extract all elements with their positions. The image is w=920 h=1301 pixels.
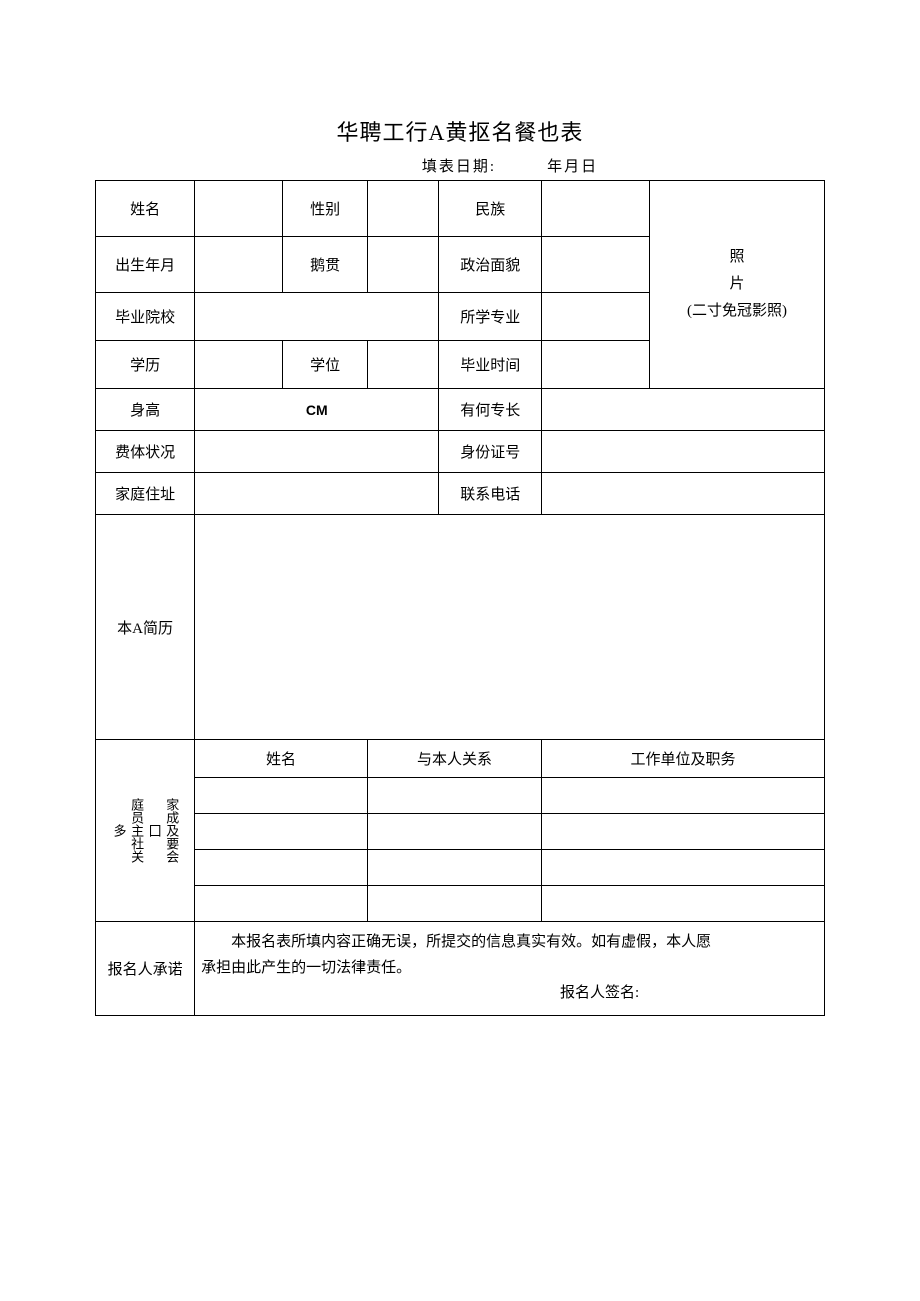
family-vert-1: 庭员主社关	[128, 798, 144, 863]
family-row-3-name[interactable]	[195, 850, 368, 886]
family-vert-icon: 囗	[146, 824, 162, 837]
label-specialty: 有何专长	[439, 389, 542, 431]
label-promise: 报名人承诺	[96, 922, 195, 1016]
label-ethnicity: 民族	[439, 181, 542, 237]
family-row-1-work[interactable]	[542, 778, 825, 814]
family-row-4-name[interactable]	[195, 886, 368, 922]
label-school: 毕业院校	[96, 293, 195, 341]
label-name: 姓名	[96, 181, 195, 237]
value-ethnicity[interactable]	[542, 181, 650, 237]
value-political[interactable]	[542, 237, 650, 293]
family-row-2-name[interactable]	[195, 814, 368, 850]
photo-label-2: 片	[730, 276, 745, 292]
form-title: 华聘工行A黄抠名餐也表	[95, 115, 825, 147]
value-resume[interactable]	[195, 515, 825, 740]
label-birth: 出生年月	[96, 237, 195, 293]
family-header-relation: 与本人关系	[367, 740, 541, 778]
family-row-2-relation[interactable]	[367, 814, 541, 850]
value-major[interactable]	[542, 293, 650, 341]
value-gradtime[interactable]	[542, 341, 650, 389]
value-idnumber[interactable]	[542, 431, 825, 473]
label-education: 学历	[96, 341, 195, 389]
label-idnumber: 身份证号	[439, 431, 542, 473]
family-header-name: 姓名	[195, 740, 368, 778]
family-row-4-work[interactable]	[542, 886, 825, 922]
value-height[interactable]: CM	[195, 389, 439, 431]
label-address: 家庭住址	[96, 473, 195, 515]
value-birth[interactable]	[195, 237, 283, 293]
value-gender[interactable]	[367, 181, 438, 237]
family-header-work: 工作单位及职务	[542, 740, 825, 778]
family-row-2-work[interactable]	[542, 814, 825, 850]
value-address[interactable]	[195, 473, 439, 515]
value-name[interactable]	[195, 181, 283, 237]
label-major: 所学专业	[439, 293, 542, 341]
family-row-1-name[interactable]	[195, 778, 368, 814]
fill-date-line: 填表日期: 年月日	[95, 155, 825, 176]
label-family: 多 庭员主社关 囗 家成及要会	[96, 740, 195, 922]
value-school[interactable]	[195, 293, 439, 341]
value-degree[interactable]	[367, 341, 438, 389]
label-degree: 学位	[283, 341, 368, 389]
label-jiguan: 鹅贯	[283, 237, 368, 293]
label-health: 费体状况	[96, 431, 195, 473]
promise-text-1: 本报名表所填内容正确无误，所提交的信息真实有效。如有虚假，本人愿	[231, 934, 711, 950]
value-specialty[interactable]	[542, 389, 825, 431]
photo-label-1: 照	[730, 249, 745, 265]
family-row-3-relation[interactable]	[367, 850, 541, 886]
value-education[interactable]	[195, 341, 283, 389]
value-jiguan[interactable]	[367, 237, 438, 293]
value-health[interactable]	[195, 431, 439, 473]
label-phone: 联系电话	[439, 473, 542, 515]
family-row-3-work[interactable]	[542, 850, 825, 886]
label-gradtime: 毕业时间	[439, 341, 542, 389]
label-political: 政治面貌	[439, 237, 542, 293]
family-row-1-relation[interactable]	[367, 778, 541, 814]
label-resume: 本A简历	[96, 515, 195, 740]
photo-label-3: (二寸免冠影照)	[687, 303, 787, 319]
promise-signature: 报名人签名:	[560, 985, 639, 1001]
family-row-4-relation[interactable]	[367, 886, 541, 922]
registration-table: 姓名 性别 民族 照 片 (二寸免冠影照) 出生年月 鹅贯 政治面貌 毕业院校 …	[95, 180, 825, 1016]
value-phone[interactable]	[542, 473, 825, 515]
photo-area: 照 片 (二寸免冠影照)	[650, 181, 825, 389]
label-height: 身高	[96, 389, 195, 431]
family-vert-3: 家成及要会	[164, 798, 180, 863]
promise-content: 本报名表所填内容正确无误，所提交的信息真实有效。如有虚假，本人愿 承担由此产生的…	[195, 922, 825, 1016]
family-vert-2: 多	[111, 824, 127, 837]
promise-text-2: 承担由此产生的一切法律责任。	[201, 960, 411, 976]
label-gender: 性别	[283, 181, 368, 237]
